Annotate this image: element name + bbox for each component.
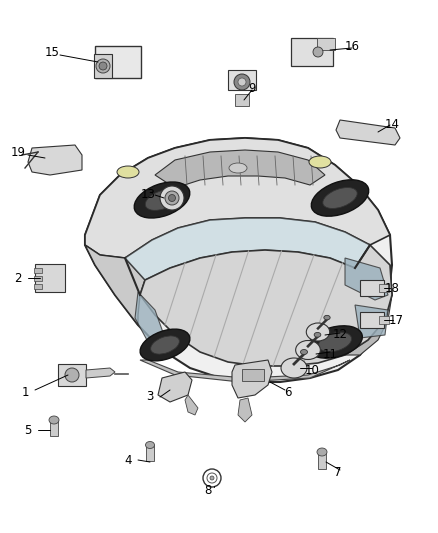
Ellipse shape bbox=[238, 78, 246, 86]
FancyBboxPatch shape bbox=[379, 316, 389, 324]
FancyBboxPatch shape bbox=[94, 54, 112, 78]
Text: 15: 15 bbox=[45, 46, 60, 60]
FancyBboxPatch shape bbox=[360, 312, 384, 328]
Ellipse shape bbox=[207, 473, 217, 483]
FancyBboxPatch shape bbox=[34, 284, 42, 288]
FancyBboxPatch shape bbox=[95, 46, 141, 78]
FancyBboxPatch shape bbox=[235, 94, 249, 106]
FancyBboxPatch shape bbox=[291, 38, 333, 66]
Polygon shape bbox=[85, 138, 392, 382]
Ellipse shape bbox=[96, 59, 110, 73]
Text: 7: 7 bbox=[334, 465, 342, 479]
Text: 11: 11 bbox=[322, 348, 338, 360]
Ellipse shape bbox=[281, 358, 307, 378]
Ellipse shape bbox=[145, 441, 155, 448]
Polygon shape bbox=[232, 360, 272, 398]
Polygon shape bbox=[140, 360, 350, 382]
Polygon shape bbox=[158, 372, 192, 402]
Ellipse shape bbox=[165, 191, 179, 205]
Polygon shape bbox=[28, 145, 82, 175]
Text: 10: 10 bbox=[304, 364, 319, 376]
Text: 2: 2 bbox=[14, 271, 22, 285]
Ellipse shape bbox=[229, 163, 247, 173]
Ellipse shape bbox=[313, 47, 323, 57]
Ellipse shape bbox=[324, 316, 330, 320]
Polygon shape bbox=[125, 218, 370, 280]
FancyBboxPatch shape bbox=[317, 38, 335, 50]
Ellipse shape bbox=[203, 469, 221, 487]
FancyBboxPatch shape bbox=[50, 420, 58, 436]
FancyBboxPatch shape bbox=[379, 284, 389, 292]
FancyBboxPatch shape bbox=[34, 268, 42, 272]
FancyBboxPatch shape bbox=[146, 445, 154, 461]
FancyBboxPatch shape bbox=[318, 451, 326, 469]
Polygon shape bbox=[85, 138, 390, 258]
Ellipse shape bbox=[300, 350, 307, 354]
Ellipse shape bbox=[314, 333, 321, 337]
Ellipse shape bbox=[306, 323, 330, 341]
Polygon shape bbox=[336, 120, 400, 145]
Ellipse shape bbox=[99, 62, 107, 70]
Polygon shape bbox=[86, 368, 115, 378]
Ellipse shape bbox=[65, 368, 79, 382]
FancyBboxPatch shape bbox=[360, 280, 384, 296]
Text: 1: 1 bbox=[21, 385, 29, 399]
Text: 19: 19 bbox=[11, 147, 25, 159]
Ellipse shape bbox=[234, 74, 250, 90]
Polygon shape bbox=[238, 398, 252, 422]
Polygon shape bbox=[85, 245, 145, 325]
Ellipse shape bbox=[307, 326, 362, 358]
Text: 18: 18 bbox=[385, 281, 399, 295]
Text: 12: 12 bbox=[332, 327, 347, 341]
FancyBboxPatch shape bbox=[34, 276, 42, 280]
Polygon shape bbox=[155, 150, 325, 188]
Ellipse shape bbox=[49, 416, 59, 424]
Text: 5: 5 bbox=[25, 424, 32, 437]
FancyBboxPatch shape bbox=[58, 364, 86, 386]
Ellipse shape bbox=[309, 156, 331, 168]
Ellipse shape bbox=[323, 188, 357, 208]
FancyBboxPatch shape bbox=[228, 70, 256, 90]
Ellipse shape bbox=[117, 166, 139, 178]
Polygon shape bbox=[185, 395, 198, 415]
Polygon shape bbox=[355, 305, 388, 338]
FancyBboxPatch shape bbox=[35, 264, 65, 292]
Ellipse shape bbox=[151, 336, 179, 354]
Ellipse shape bbox=[210, 476, 214, 480]
Ellipse shape bbox=[134, 182, 190, 218]
Polygon shape bbox=[345, 265, 392, 355]
Text: 8: 8 bbox=[204, 483, 212, 497]
Polygon shape bbox=[140, 245, 392, 366]
Text: 9: 9 bbox=[248, 82, 256, 94]
Ellipse shape bbox=[145, 190, 179, 211]
Text: 3: 3 bbox=[146, 391, 154, 403]
Text: 6: 6 bbox=[284, 385, 292, 399]
Polygon shape bbox=[345, 258, 388, 300]
Ellipse shape bbox=[160, 186, 184, 210]
Polygon shape bbox=[135, 292, 165, 342]
Ellipse shape bbox=[140, 329, 190, 361]
Text: 4: 4 bbox=[124, 454, 132, 466]
Ellipse shape bbox=[296, 341, 320, 359]
FancyBboxPatch shape bbox=[242, 369, 264, 381]
Ellipse shape bbox=[169, 195, 176, 201]
Text: 17: 17 bbox=[389, 313, 403, 327]
Text: 16: 16 bbox=[345, 39, 360, 52]
Ellipse shape bbox=[311, 180, 369, 216]
Text: 14: 14 bbox=[385, 117, 399, 131]
Ellipse shape bbox=[318, 332, 352, 352]
Ellipse shape bbox=[317, 448, 327, 456]
Text: 13: 13 bbox=[141, 188, 155, 200]
